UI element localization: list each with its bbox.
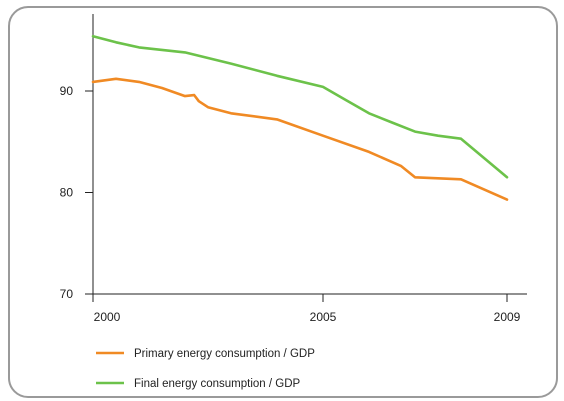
series-line-1 [91,77,509,201]
tick-labels: 70 80 90 2000 2005 2009 [60,84,521,324]
x-tick-label: 2009 [494,310,521,324]
chart-frame [8,6,558,398]
x-tick-label: 2005 [310,310,337,324]
y-tick-label: 80 [60,186,74,200]
legend-label-2: Final energy consumption / GDP [134,378,301,390]
series-line-2 [91,34,509,179]
x-tick-label: 2000 [94,310,121,324]
y-tick-label: 70 [60,287,74,301]
legend-label-1: Primary energy consumption / GDP [134,348,315,360]
axes [85,14,527,302]
y-tick-label: 90 [60,84,74,98]
legend: Primary energy consumption / GDP Final en… [96,348,315,390]
series-layer [91,34,509,201]
